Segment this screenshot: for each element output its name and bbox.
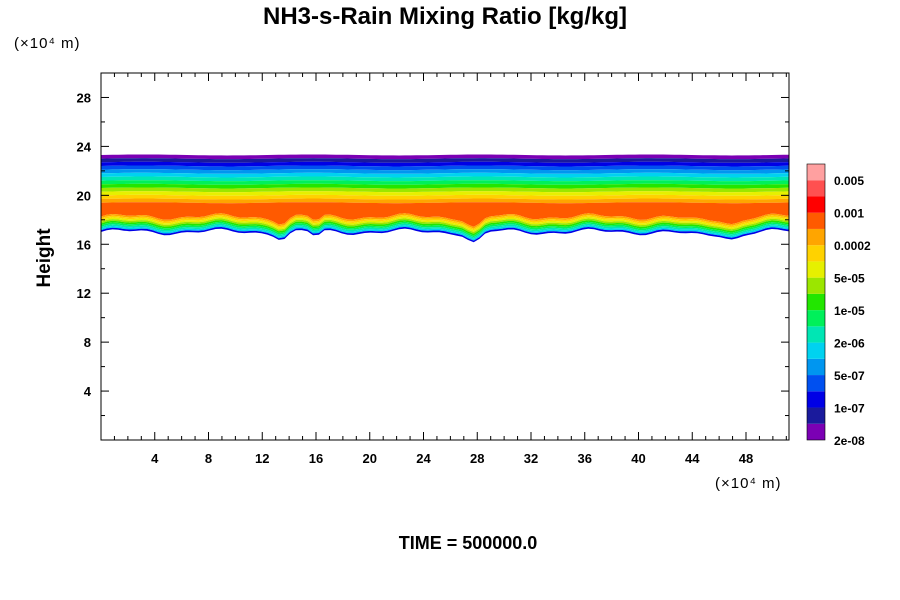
legend-label: 1e-05 bbox=[834, 304, 865, 318]
contour-band bbox=[101, 216, 789, 232]
x-tick-label: 4 bbox=[151, 451, 159, 466]
legend-swatch bbox=[807, 391, 825, 408]
legend-frame bbox=[806, 163, 826, 441]
legend-swatch bbox=[807, 180, 825, 197]
chart-title: NH3-s-Rain Mixing Ratio [kg/kg] bbox=[263, 3, 627, 30]
contour-band bbox=[101, 213, 789, 229]
contour-band bbox=[101, 191, 789, 196]
y-tick-label: 16 bbox=[77, 237, 91, 252]
plot-frame bbox=[100, 72, 790, 441]
x-tick-label: 16 bbox=[309, 451, 323, 466]
legend-label: 2e-08 bbox=[834, 434, 865, 448]
legend-swatch bbox=[807, 310, 825, 327]
legend-swatch bbox=[807, 358, 825, 376]
contour-band bbox=[101, 180, 789, 185]
contour-band bbox=[101, 226, 789, 243]
contour-band bbox=[101, 220, 789, 236]
y-tick-label: 28 bbox=[77, 90, 91, 105]
contour-band bbox=[101, 223, 789, 239]
x-tick-label: 36 bbox=[578, 451, 592, 466]
contour-band bbox=[101, 165, 789, 171]
contour-band bbox=[101, 194, 789, 200]
y-tick-label: 24 bbox=[77, 139, 92, 154]
contour-band bbox=[101, 198, 789, 204]
legend-swatch bbox=[807, 293, 825, 311]
legend-label: 5e-05 bbox=[834, 272, 865, 286]
contour-band bbox=[101, 158, 789, 163]
x-tick-label: 24 bbox=[416, 451, 431, 466]
color-legend: 0.005 0.001 0.0002 5e-05 1e-05 2e-06 5e-07 1e-0… bbox=[806, 163, 871, 448]
contour-band-core bbox=[101, 202, 789, 227]
legend-label: 0.001 bbox=[834, 207, 864, 221]
contour-band bbox=[101, 169, 789, 174]
legend-swatch bbox=[807, 196, 825, 213]
y-unit-label: (×10⁴ m) bbox=[14, 35, 81, 52]
x-tick-label: 32 bbox=[524, 451, 538, 466]
contour-field bbox=[101, 154, 789, 243]
legend-label: 0.0002 bbox=[834, 239, 871, 253]
contour-band bbox=[101, 176, 789, 182]
contour-band bbox=[101, 154, 789, 160]
x-tick-label: 8 bbox=[205, 451, 212, 466]
legend-swatch bbox=[807, 212, 825, 229]
y-axis-label: Height bbox=[34, 228, 55, 288]
contour-band bbox=[101, 172, 789, 178]
contour-band bbox=[101, 214, 789, 231]
legend-label: 1e-07 bbox=[834, 402, 865, 416]
contour-band bbox=[101, 187, 789, 193]
time-label: TIME = 500000.0 bbox=[399, 533, 538, 553]
legend-swatch bbox=[807, 164, 825, 181]
x-unit-label: (×10⁴ m) bbox=[715, 475, 782, 492]
x-tick-label: 40 bbox=[631, 451, 645, 466]
contour-band bbox=[101, 161, 789, 167]
x-axis: 4 8 12 16 20 24 28 32 36 40 44 48 bbox=[113, 73, 787, 466]
legend-swatch bbox=[807, 407, 825, 424]
legend-swatch bbox=[807, 326, 825, 343]
legend-swatch bbox=[807, 423, 825, 440]
y-tick-label: 12 bbox=[77, 286, 91, 301]
x-tick-label: 20 bbox=[363, 451, 377, 466]
contour-band bbox=[101, 218, 789, 234]
legend-swatch bbox=[807, 245, 825, 262]
contour-band bbox=[101, 221, 789, 238]
legend-swatch bbox=[807, 342, 825, 359]
x-tick-label: 28 bbox=[470, 451, 484, 466]
legend-label: 0.005 bbox=[834, 174, 864, 188]
legend-label: 2e-06 bbox=[834, 337, 865, 351]
x-tick-label: 44 bbox=[685, 451, 700, 466]
legend-swatch bbox=[807, 261, 825, 278]
legend-swatch bbox=[807, 277, 825, 294]
y-tick-label: 4 bbox=[84, 384, 92, 399]
contour-band bbox=[101, 225, 789, 241]
x-tick-label: 12 bbox=[255, 451, 269, 466]
y-axis: 4 8 12 16 20 24 28 bbox=[77, 90, 789, 417]
legend-label: 5e-07 bbox=[834, 369, 865, 383]
y-tick-label: 20 bbox=[77, 188, 91, 203]
legend-swatch bbox=[807, 375, 825, 392]
legend-swatch bbox=[807, 228, 825, 246]
y-tick-label: 8 bbox=[84, 335, 91, 350]
contour-band bbox=[101, 183, 789, 189]
x-tick-label: 48 bbox=[739, 451, 753, 466]
